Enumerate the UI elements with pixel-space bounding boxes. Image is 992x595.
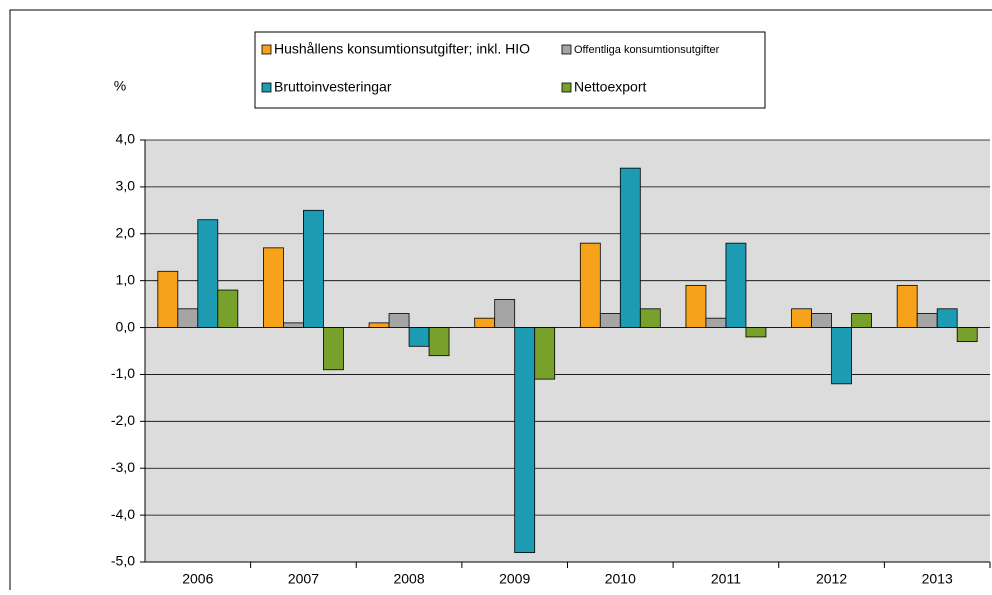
bar <box>745 327 767 338</box>
x-tick-label: 2006 <box>182 571 213 587</box>
bar <box>157 270 179 328</box>
bar <box>791 308 812 328</box>
y-tick-label: 4,0 <box>116 131 136 147</box>
bar <box>323 327 344 371</box>
bar <box>514 327 536 554</box>
bar <box>685 284 707 328</box>
x-tick-label: 2010 <box>605 571 636 587</box>
bar <box>303 209 324 328</box>
bar <box>956 327 978 343</box>
bar <box>474 317 496 328</box>
plot-area <box>145 140 990 562</box>
bar <box>408 327 430 347</box>
bar <box>428 327 450 357</box>
bar <box>831 327 852 385</box>
y-tick-label: 0,0 <box>116 318 136 334</box>
x-tick-label: 2008 <box>393 571 424 587</box>
legend <box>254 31 766 109</box>
x-tick-label: 2007 <box>288 571 319 587</box>
y-tick-label: -1,0 <box>111 365 135 381</box>
bar <box>619 167 641 328</box>
bar <box>494 299 516 328</box>
bar <box>283 322 304 328</box>
y-tick-label: -3,0 <box>111 459 135 475</box>
bar <box>217 289 239 328</box>
x-tick-label: 2009 <box>499 571 530 587</box>
legend-label: Hushållens konsumtionsutgifter; inkl. HI… <box>274 41 530 57</box>
bar <box>177 308 199 328</box>
bar <box>896 284 918 328</box>
x-tick-label: 2012 <box>816 571 847 587</box>
bar <box>811 313 832 328</box>
y-tick-label: -2,0 <box>111 412 135 428</box>
y-tick-label: 1,0 <box>116 271 136 287</box>
legend-swatch <box>561 44 572 55</box>
y-tick-label: -5,0 <box>111 553 135 569</box>
bar <box>916 313 938 328</box>
legend-label: Nettoexport <box>574 79 646 95</box>
bar <box>579 242 601 328</box>
y-tick-label: 2,0 <box>116 224 136 240</box>
bar <box>197 219 219 328</box>
y-tick-label: -4,0 <box>111 506 135 522</box>
bar <box>263 247 284 328</box>
y-axis-label: % <box>114 78 126 94</box>
bar <box>639 308 661 328</box>
bar <box>599 313 621 328</box>
legend-label: Offentliga konsumtionsutgifter <box>574 44 720 56</box>
bar <box>705 317 727 328</box>
x-tick-label: 2013 <box>922 571 953 587</box>
legend-swatch <box>561 82 572 93</box>
bar <box>936 308 958 328</box>
bar <box>725 242 747 328</box>
bar <box>388 313 410 328</box>
bar <box>851 313 872 328</box>
legend-swatch <box>261 82 272 93</box>
x-tick-label: 2011 <box>711 571 741 587</box>
bar <box>534 327 556 380</box>
legend-label: Bruttoinvesteringar <box>274 79 392 95</box>
legend-swatch <box>261 44 272 55</box>
bar <box>368 322 390 328</box>
y-tick-label: 3,0 <box>116 178 136 194</box>
